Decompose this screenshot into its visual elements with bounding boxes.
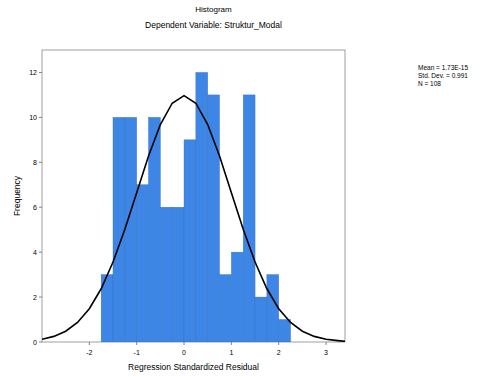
bar [255,297,267,342]
y-tick-label: 8 [33,159,37,166]
stats-annotation: N = 108 [418,80,441,87]
stats-annotation: Std. Dev. = 0.991 [418,72,468,79]
x-tick [278,342,279,345]
subtitle: Dependent Variable: Struktur_Modal [145,20,282,30]
y-tick-label: 4 [33,249,37,256]
bar [231,252,243,342]
y-tick [39,252,42,253]
y-axis-label: Frequency [12,175,22,216]
x-tick-label: -2 [86,349,92,356]
y-tick [39,297,42,298]
bar [184,140,196,342]
x-tick-label: 2 [277,349,281,356]
y-tick [39,117,42,118]
y-tick [39,207,42,208]
y-tick [39,72,42,73]
bar [243,95,255,342]
x-tick [89,342,90,345]
x-tick-label: -1 [134,349,140,356]
title: Histogram [195,5,232,14]
x-tick [326,342,327,345]
background [0,0,481,377]
x-tick [231,342,232,345]
bar [208,95,220,342]
y-tick [39,162,42,163]
y-tick [39,342,42,343]
bar [125,117,137,342]
x-axis-label: Regression Standardized Residual [128,362,259,372]
normal-curve [42,96,345,342]
plot-frame [42,50,345,342]
bar [113,117,125,342]
y-tick-label: 10 [29,114,37,121]
y-tick-label: 0 [33,339,37,346]
x-tick-label: 3 [324,349,328,356]
bar [220,275,232,342]
bar [137,185,149,342]
x-tick [136,342,137,345]
bar [267,275,279,342]
marks [42,72,345,342]
bar [172,207,184,342]
x-tick-label: 0 [182,349,186,356]
chart: Histogram Dependent Variable: Struktur_Mo… [0,0,481,377]
x-tick [184,342,185,345]
bar [279,320,291,342]
y-tick-label: 12 [29,69,37,76]
bar [160,207,172,342]
x-tick-label: 1 [229,349,233,356]
y-tick-label: 6 [33,204,37,211]
y-tick-label: 2 [33,294,37,301]
stats-annotation: Mean = 1.73E-15 [418,64,468,71]
